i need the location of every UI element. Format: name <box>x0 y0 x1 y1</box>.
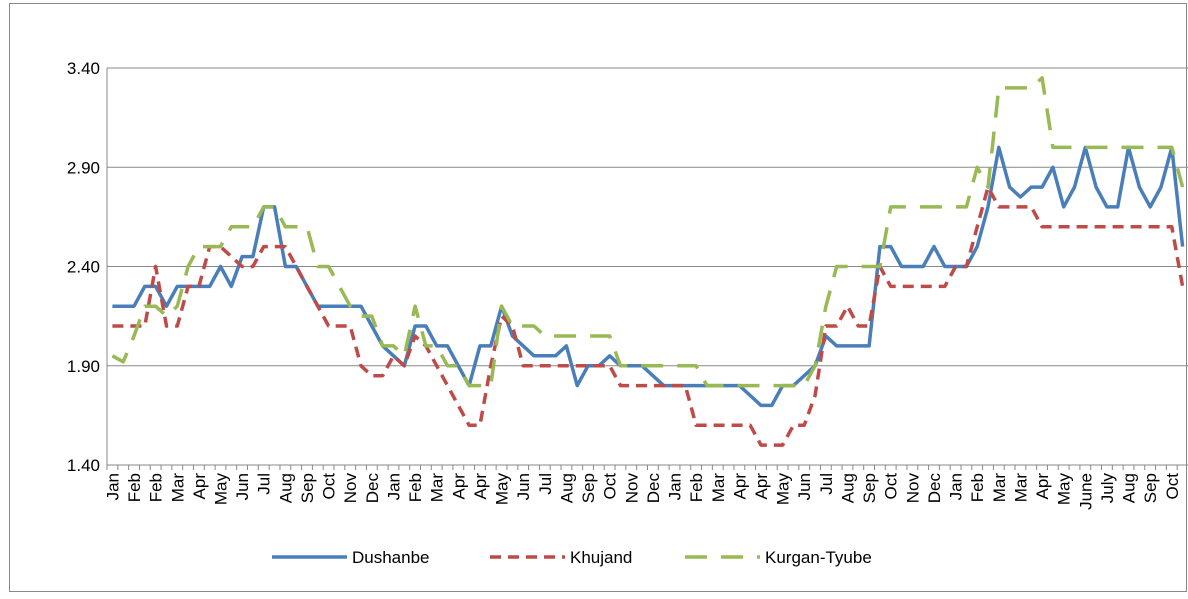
y-tick-label: 3.40 <box>67 59 100 78</box>
x-tick-label: July <box>1098 473 1117 504</box>
x-tick-label: June <box>1076 473 1095 510</box>
x-tick-label: Jul <box>536 473 555 495</box>
x-tick-label: May <box>212 473 231 506</box>
x-tick-label: Apr <box>752 473 771 500</box>
x-tick-label: Mar <box>1011 473 1030 503</box>
x-tick-label: May <box>774 473 793 506</box>
y-tick-label: 2.40 <box>67 258 100 277</box>
x-tick-label: May <box>493 473 512 506</box>
series-line <box>112 185 1185 447</box>
x-tick-label: Apr <box>190 473 209 500</box>
x-tick-label: Jan <box>947 473 966 500</box>
x-tick-label: Feb <box>968 473 987 502</box>
x-tick-label: Jan <box>103 473 122 500</box>
x-tick-label: Jul <box>817 473 836 495</box>
x-tick-label: Nov <box>341 473 360 504</box>
x-tick-label: Nov <box>622 473 641 504</box>
x-tick-label: Oct <box>1163 473 1182 500</box>
series-line <box>111 76 1185 388</box>
x-tick-label: Jan <box>666 473 685 500</box>
x-tick-label: Jul <box>255 473 274 495</box>
x-tick-label: Nov <box>903 473 922 504</box>
x-tick-label: Feb <box>147 473 166 502</box>
legend-label: Khujand <box>570 548 632 567</box>
y-tick-label: 2.90 <box>67 158 100 177</box>
x-tick-label: Apr <box>449 473 468 500</box>
y-tick-label: 1.40 <box>67 456 100 475</box>
x-tick-label: Feb <box>406 473 425 502</box>
x-tick-label: Jun <box>233 473 252 500</box>
x-tick-label: Aug <box>557 473 576 503</box>
x-tick-label: Apr <box>1033 473 1052 500</box>
x-tick-label: Sep <box>298 473 317 503</box>
x-tick-label: Aug <box>1120 473 1139 503</box>
x-tick-label: Oct <box>882 473 901 500</box>
x-tick-label: Jun <box>795 473 814 500</box>
x-tick-label: May <box>1055 473 1074 506</box>
x-tick-label: Dec <box>363 473 382 504</box>
legend-label: Dushanbe <box>352 548 430 567</box>
x-tick-label: Sep <box>1141 473 1160 503</box>
x-tick-label: Jan <box>384 473 403 500</box>
x-tick-label: Dec <box>925 473 944 504</box>
x-tick-label: Dec <box>644 473 663 504</box>
x-tick-label: Sep <box>860 473 879 503</box>
x-tick-label: Jun <box>514 473 533 500</box>
x-tick-label: Mar <box>428 473 447 503</box>
x-tick-label: Mar <box>990 473 1009 503</box>
x-tick-label: Feb <box>125 473 144 502</box>
x-tick-label: Apr <box>471 473 490 500</box>
legend-label: Kurgan-Tyube <box>765 548 872 567</box>
x-tick-label: Mar <box>709 473 728 503</box>
series-line <box>112 145 1185 408</box>
y-tick-label: 1.90 <box>67 357 100 376</box>
x-tick-label: Mar <box>168 473 187 503</box>
x-tick-label: Apr <box>730 473 749 500</box>
x-tick-label: Aug <box>276 473 295 503</box>
x-tick-label: Oct <box>320 473 339 500</box>
x-tick-label: Sep <box>579 473 598 503</box>
x-tick-label: Feb <box>687 473 706 502</box>
x-tick-label: Oct <box>601 473 620 500</box>
x-tick-label: Aug <box>838 473 857 503</box>
chart-frame <box>9 3 1187 592</box>
